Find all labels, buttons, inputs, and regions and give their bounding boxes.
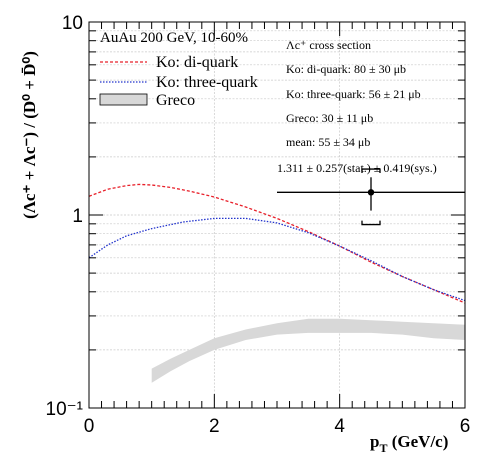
legend-label-di-quark: Ko: di-quark <box>156 54 238 71</box>
cross-section-box: Λc⁺ cross section Ko: di-quark: 80 ± 30 … <box>286 38 421 149</box>
grid <box>89 22 465 408</box>
legend: AuAu 200 GeV, 10-60% Ko: di-quark Ko: th… <box>99 30 258 109</box>
legend-label-three-quark: Ko: three-quark <box>156 74 258 91</box>
cross-section-line-2: Ko: three-quark: 56 ± 21 μb <box>286 87 421 101</box>
data-point-label: 1.311 ± 0.257(stat.) ± 0.419(sys.) <box>277 161 437 175</box>
y-tick-label: 1 <box>72 206 83 227</box>
x-tick-label: 4 <box>334 416 345 437</box>
series-three-quark-line <box>88 217 466 302</box>
series-layer <box>88 183 466 304</box>
data-point-sys-bracket-bottom <box>361 220 381 226</box>
legend-label-greco: Greco <box>156 92 195 109</box>
x-axis-title-sub: T <box>379 441 387 455</box>
x-axis-title: pT (GeV/c) <box>370 432 448 455</box>
x-tick-label: 6 <box>460 416 471 437</box>
x-tick-label: 2 <box>209 416 220 437</box>
tick-labels: 0 2 4 6 10⁻¹ 1 10 <box>46 13 471 437</box>
cross-section-title: Λc⁺ cross section <box>286 38 371 52</box>
data-point-layer <box>277 168 465 226</box>
greco-band-layer <box>151 318 465 383</box>
data-point-marker <box>367 189 375 196</box>
legend-header: AuAu 200 GeV, 10-60% <box>100 30 248 46</box>
y-tick-label: 10 <box>62 13 83 34</box>
y-tick-label: 10⁻¹ <box>46 399 84 420</box>
cross-section-line-4: mean: 55 ± 34 μb <box>286 135 370 149</box>
cross-section-line-1: Ko: di-quark: 80 ± 30 μb <box>286 62 406 76</box>
greco-band <box>151 318 465 383</box>
cross-section-line-3: Greco: 30 ± 11 μb <box>286 111 373 125</box>
axis-ticks <box>88 22 466 408</box>
legend-swatch-greco <box>99 93 148 106</box>
data-point-sys-bracket-top <box>361 168 381 174</box>
x-tick-label: 0 <box>84 416 95 437</box>
y-axis-title: (Λc⁺ + Λc⁻) / (D⁰ + D̄⁰) <box>20 51 39 219</box>
x-axis-title-main: p <box>370 432 379 451</box>
x-axis-title-tail: (GeV/c) <box>387 432 448 451</box>
